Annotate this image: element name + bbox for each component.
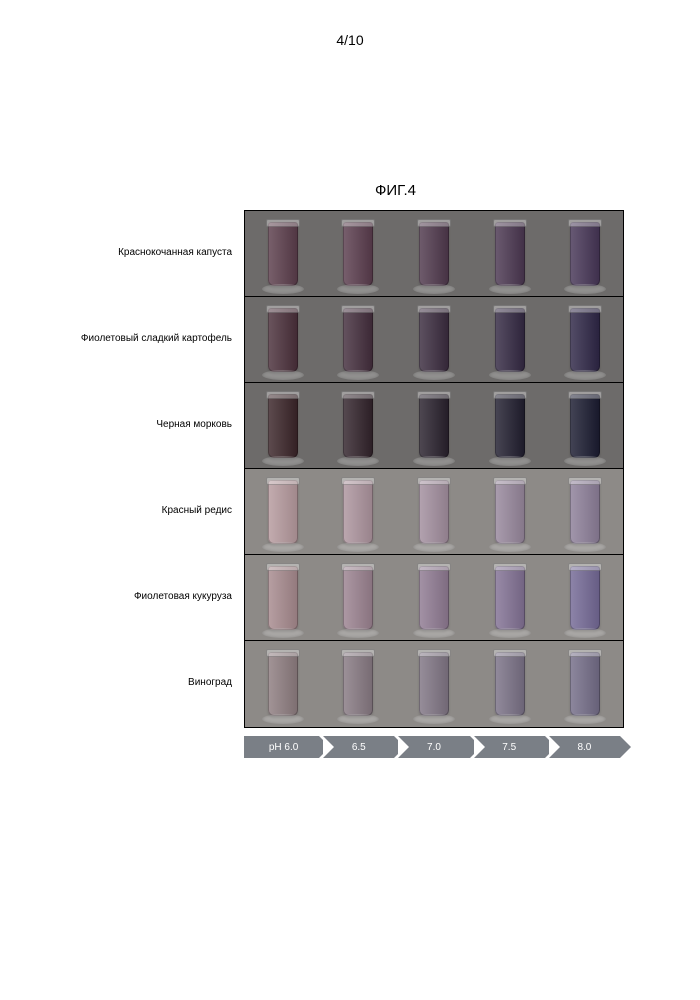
- test-tube: [268, 308, 298, 372]
- grid-cell: [547, 297, 623, 382]
- test-tube: [419, 308, 449, 372]
- grid-cell: [472, 641, 548, 727]
- grid-cell: [472, 555, 548, 640]
- grid-cell: [472, 297, 548, 382]
- row-label: Фиолетовый сладкий картофель: [81, 333, 232, 344]
- grid-row: [245, 211, 623, 297]
- row-label: Краснокочанная капуста: [118, 247, 232, 258]
- ph-chip: pH 6.0: [244, 736, 319, 758]
- grid-cell: [396, 211, 472, 296]
- row-label: Черная морковь: [156, 419, 232, 430]
- test-tube: [343, 566, 373, 630]
- test-tube: [268, 480, 298, 544]
- test-tube: [343, 222, 373, 286]
- test-tube: [343, 480, 373, 544]
- grid-cell: [396, 469, 472, 554]
- test-tube: [570, 308, 600, 372]
- test-tube: [268, 394, 298, 458]
- test-tube: [570, 566, 600, 630]
- grid-cell: [396, 383, 472, 468]
- test-tube: [343, 308, 373, 372]
- test-tube: [343, 394, 373, 458]
- grid-cell: [245, 211, 321, 296]
- grid-row: [245, 297, 623, 383]
- figure-title: ФИГ.4: [375, 182, 416, 199]
- grid-cell: [547, 641, 623, 727]
- grid-cell: [321, 383, 397, 468]
- grid-cell: [321, 469, 397, 554]
- test-tube: [268, 566, 298, 630]
- test-tube: [570, 222, 600, 286]
- test-tube: [570, 480, 600, 544]
- grid-cell: [245, 383, 321, 468]
- grid-cell: [396, 641, 472, 727]
- row-label: Фиолетовая кукуруза: [134, 591, 232, 602]
- grid-cell: [396, 297, 472, 382]
- grid-cell: [472, 383, 548, 468]
- test-tube: [268, 652, 298, 716]
- ph-chip: 6.5: [323, 736, 394, 758]
- grid-cell: [472, 211, 548, 296]
- ph-chip: 7.0: [398, 736, 469, 758]
- grid-row: [245, 383, 623, 469]
- test-tube: [419, 222, 449, 286]
- row-label: Виноград: [188, 677, 232, 688]
- grid-cell: [396, 555, 472, 640]
- ph-chip: 7.5: [474, 736, 545, 758]
- test-tube: [419, 480, 449, 544]
- test-tube: [495, 222, 525, 286]
- grid-row: [245, 641, 623, 727]
- ph-axis: pH 6.06.57.07.58.0: [244, 736, 624, 758]
- grid-row: [245, 469, 623, 555]
- grid-cell: [547, 555, 623, 640]
- test-tube: [495, 652, 525, 716]
- test-tube: [495, 480, 525, 544]
- test-tube: [419, 566, 449, 630]
- grid-cell: [321, 297, 397, 382]
- grid-cell: [547, 383, 623, 468]
- grid-cell: [321, 641, 397, 727]
- test-tube: [419, 652, 449, 716]
- grid-cell: [245, 641, 321, 727]
- row-label: Красный редис: [162, 505, 232, 516]
- grid-cell: [245, 469, 321, 554]
- page-number: 4/10: [0, 32, 700, 48]
- grid-row: [245, 555, 623, 641]
- test-tube: [268, 222, 298, 286]
- test-tube: [495, 308, 525, 372]
- grid-cell: [245, 555, 321, 640]
- test-tube: [495, 566, 525, 630]
- grid-cell: [321, 555, 397, 640]
- grid-cell: [245, 297, 321, 382]
- test-tube: [495, 394, 525, 458]
- grid-cell: [472, 469, 548, 554]
- test-tube: [570, 652, 600, 716]
- grid-cell: [547, 211, 623, 296]
- ph-chip: 8.0: [549, 736, 620, 758]
- test-tube: [419, 394, 449, 458]
- grid-cell: [321, 211, 397, 296]
- tube-grid: [244, 210, 624, 728]
- grid-cell: [547, 469, 623, 554]
- test-tube: [343, 652, 373, 716]
- test-tube: [570, 394, 600, 458]
